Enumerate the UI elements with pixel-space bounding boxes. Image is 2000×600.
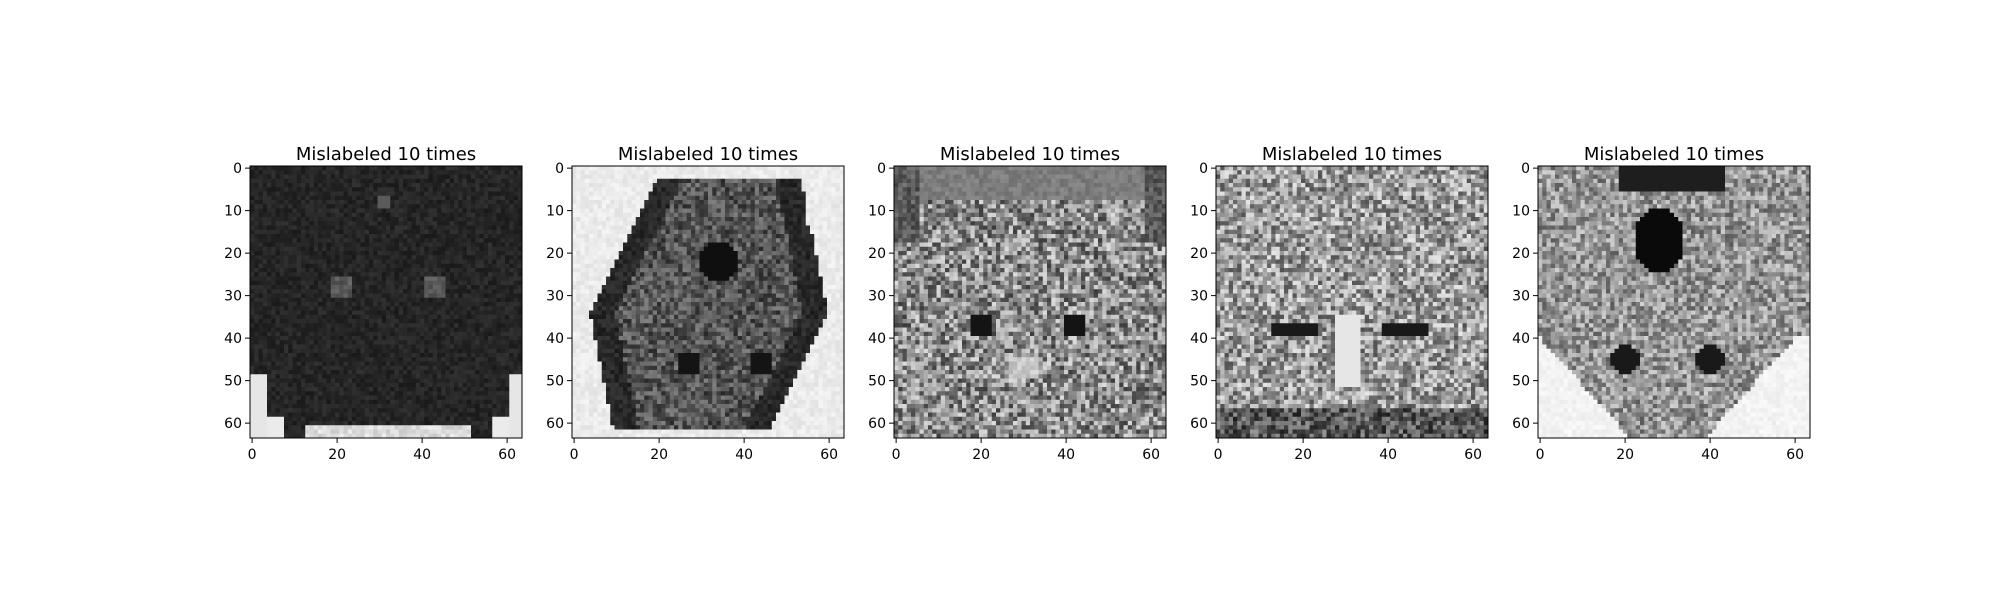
image-axes: 0 10 20 30 40 50 60 0 20 40 60 <box>868 161 1167 463</box>
image-panel: Mislabeled 10 times 0 10 20 30 40 50 60 0 20 40 60 <box>844 140 1167 480</box>
y-tick-label: 60 <box>1190 416 1208 432</box>
cat-image <box>1538 166 1811 439</box>
x-tick-label: 60 <box>820 447 838 463</box>
x-tick-label: 20 <box>1294 447 1312 463</box>
y-tick-label: 10 <box>1190 204 1208 220</box>
cat-image <box>250 166 523 439</box>
y-tick-label: 10 <box>546 204 564 220</box>
y-tick-label: 60 <box>1512 416 1530 432</box>
x-tick-label: 0 <box>892 447 901 463</box>
image-axes: 0 10 20 30 40 50 60 0 20 40 60 <box>546 161 845 463</box>
y-tick-label: 40 <box>224 331 242 347</box>
y-tick-label: 10 <box>868 204 886 220</box>
x-tick-label: 40 <box>1701 447 1719 463</box>
y-tick-label: 50 <box>224 374 242 390</box>
y-tick-label: 30 <box>546 289 564 305</box>
axes-frame <box>1215 165 1489 439</box>
x-tick-label: 40 <box>1379 447 1397 463</box>
y-tick-label: 20 <box>546 246 564 262</box>
x-tick-label: 60 <box>1142 447 1160 463</box>
axes-frame <box>1537 165 1811 439</box>
x-tick-label: 20 <box>328 447 346 463</box>
panel-title: Mislabeled 10 times <box>894 144 1166 165</box>
image-axes: 0 10 20 30 40 50 60 0 20 40 60 <box>1512 161 1811 463</box>
cat-image <box>894 166 1167 439</box>
y-tick-label: 0 <box>555 161 564 177</box>
axes-frame <box>571 165 845 439</box>
y-tick-label: 0 <box>1521 161 1530 177</box>
x-tick-label: 40 <box>413 447 431 463</box>
y-tick-label: 0 <box>1199 161 1208 177</box>
y-tick-label: 50 <box>546 374 564 390</box>
y-tick-label: 40 <box>868 331 886 347</box>
y-tick-label: 30 <box>1190 289 1208 305</box>
x-tick-label: 40 <box>735 447 753 463</box>
x-tick-label: 60 <box>498 447 516 463</box>
x-tick-label: 20 <box>650 447 668 463</box>
axes-frame <box>249 165 523 439</box>
x-tick-label: 0 <box>1214 447 1223 463</box>
image-panel: Mislabeled 10 times 0 10 20 30 40 50 60 0 20 40 60 <box>1488 140 1811 480</box>
y-tick-label: 40 <box>1190 331 1208 347</box>
y-tick-label: 20 <box>868 246 886 262</box>
y-tick-label: 10 <box>1512 204 1530 220</box>
image-panel: Mislabeled 10 times 0 10 20 30 40 50 60 0 20 40 60 <box>522 140 845 480</box>
y-tick-label: 50 <box>1512 374 1530 390</box>
x-tick-label: 0 <box>1536 447 1545 463</box>
y-tick-label: 20 <box>224 246 242 262</box>
y-tick-label: 50 <box>868 374 886 390</box>
y-tick-label: 10 <box>224 204 242 220</box>
y-tick-label: 40 <box>546 331 564 347</box>
y-tick-label: 50 <box>1190 374 1208 390</box>
y-tick-label: 60 <box>868 416 886 432</box>
panel-title: Mislabeled 10 times <box>1538 144 1810 165</box>
panel-title: Mislabeled 10 times <box>572 144 844 165</box>
x-tick-label: 40 <box>1057 447 1075 463</box>
y-tick-label: 60 <box>224 416 242 432</box>
x-tick-label: 60 <box>1786 447 1804 463</box>
y-tick-label: 30 <box>868 289 886 305</box>
axes-frame <box>893 165 1167 439</box>
panel-title: Mislabeled 10 times <box>250 144 522 165</box>
y-tick-label: 0 <box>877 161 886 177</box>
image-axes: 0 10 20 30 40 50 60 0 20 40 60 <box>224 161 523 463</box>
y-tick-label: 60 <box>546 416 564 432</box>
y-tick-label: 30 <box>1512 289 1530 305</box>
panel-title: Mislabeled 10 times <box>1216 144 1488 165</box>
y-tick-label: 30 <box>224 289 242 305</box>
image-panel: Mislabeled 10 times 0 10 20 30 40 50 60 0 20 40 60 <box>200 140 523 480</box>
cat-image <box>1216 166 1489 439</box>
y-tick-label: 20 <box>1512 246 1530 262</box>
image-panel: Mislabeled 10 times 0 10 20 30 40 50 60 0 20 40 60 <box>1166 140 1489 480</box>
x-tick-label: 20 <box>1616 447 1634 463</box>
x-tick-label: 20 <box>972 447 990 463</box>
x-tick-label: 0 <box>570 447 579 463</box>
x-tick-label: 0 <box>248 447 257 463</box>
x-tick-label: 60 <box>1464 447 1482 463</box>
image-axes: 0 10 20 30 40 50 60 0 20 40 60 <box>1190 161 1489 463</box>
y-tick-label: 40 <box>1512 331 1530 347</box>
y-tick-label: 0 <box>233 161 242 177</box>
y-tick-label: 20 <box>1190 246 1208 262</box>
cat-image <box>572 166 845 439</box>
